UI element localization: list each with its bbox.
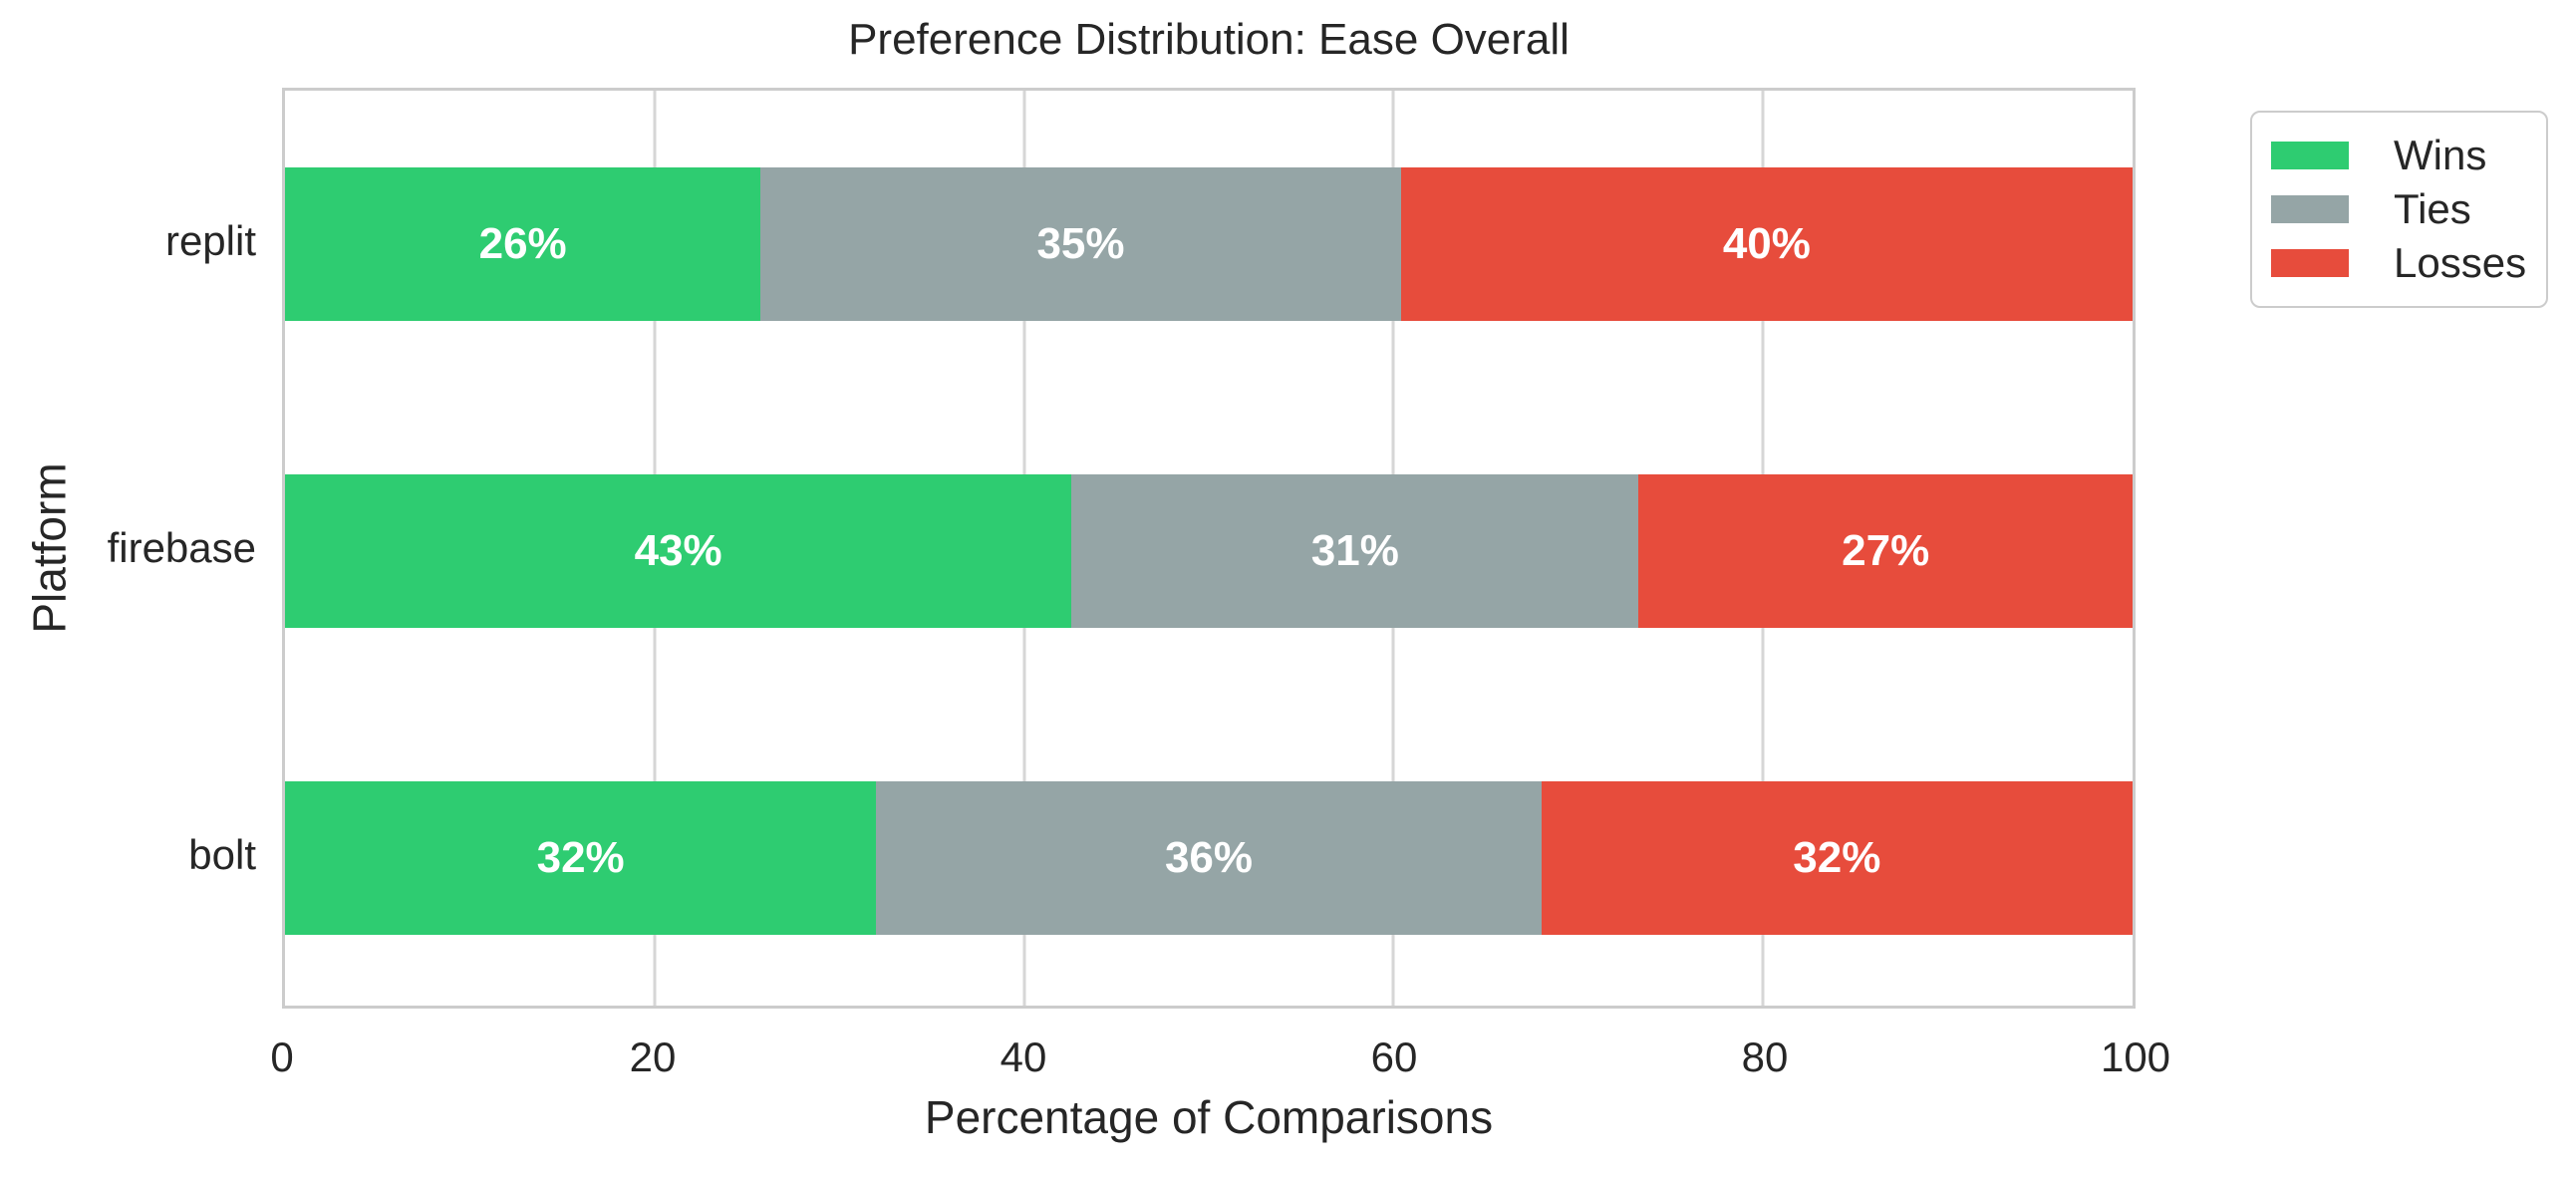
bar-value-label: 35% [1036, 219, 1125, 268]
bar-value-label: 32% [1793, 833, 1881, 882]
x-axis-label: Percentage of Comparisons [924, 1091, 1494, 1143]
bar-row-replit: 26% 35% 40% [285, 167, 2133, 321]
x-tick-label-80: 80 [1741, 1033, 1789, 1080]
bar-value-label: 40% [1722, 219, 1811, 268]
bar-segment-bolt-wins: 32% [285, 781, 877, 935]
legend-item-wins: Wins [2271, 130, 2526, 181]
bar-row-firebase: 43% 31% 27% [285, 474, 2133, 628]
bar-segment-firebase-wins: 43% [285, 474, 1072, 628]
y-tick-label-bolt: bolt [188, 831, 256, 878]
plot-area: 26% 35% 40% 43% 31% 27% 32% 36% 32% [282, 88, 2136, 1009]
x-tick-label-0: 0 [270, 1033, 294, 1080]
legend-label-ties: Ties [2394, 185, 2471, 232]
y-tick-label-replit: replit [164, 217, 256, 264]
bar-row-bolt: 32% 36% 32% [285, 781, 2133, 935]
bar-value-label: 36% [1164, 833, 1254, 882]
bar-value-label: 43% [634, 526, 722, 575]
legend-swatch-losses [2271, 249, 2349, 277]
x-tick-label-60: 60 [1370, 1033, 1418, 1080]
x-tick-label-40: 40 [1000, 1033, 1047, 1080]
bar-segment-bolt-losses: 32% [1541, 781, 2133, 935]
bar-value-label: 32% [536, 833, 625, 882]
bar-segment-firebase-ties: 31% [1071, 474, 1639, 628]
bar-value-label: 27% [1842, 526, 1930, 575]
chart-title: Preference Distribution: Ease Overall [848, 15, 1570, 64]
legend-item-losses: Losses [2271, 237, 2526, 289]
x-tick-label-100: 100 [2100, 1033, 2171, 1080]
bar-segment-replit-ties: 35% [760, 167, 1401, 321]
x-tick-label-20: 20 [629, 1033, 677, 1080]
legend: Wins Ties Losses [2250, 111, 2548, 308]
legend-label-losses: Losses [2394, 239, 2527, 286]
bar-value-label: 31% [1310, 526, 1399, 575]
y-tick-label-firebase: firebase [107, 524, 256, 571]
bar-value-label: 26% [478, 219, 567, 268]
bar-segment-firebase-losses: 27% [1638, 474, 2133, 628]
legend-swatch-wins [2271, 142, 2349, 169]
bar-segment-replit-losses: 40% [1400, 167, 2133, 321]
legend-label-wins: Wins [2394, 132, 2487, 178]
bar-segment-bolt-ties: 36% [876, 781, 1542, 935]
legend-swatch-ties [2271, 195, 2349, 223]
legend-item-ties: Ties [2271, 183, 2526, 235]
bar-segment-replit-wins: 26% [285, 167, 761, 321]
